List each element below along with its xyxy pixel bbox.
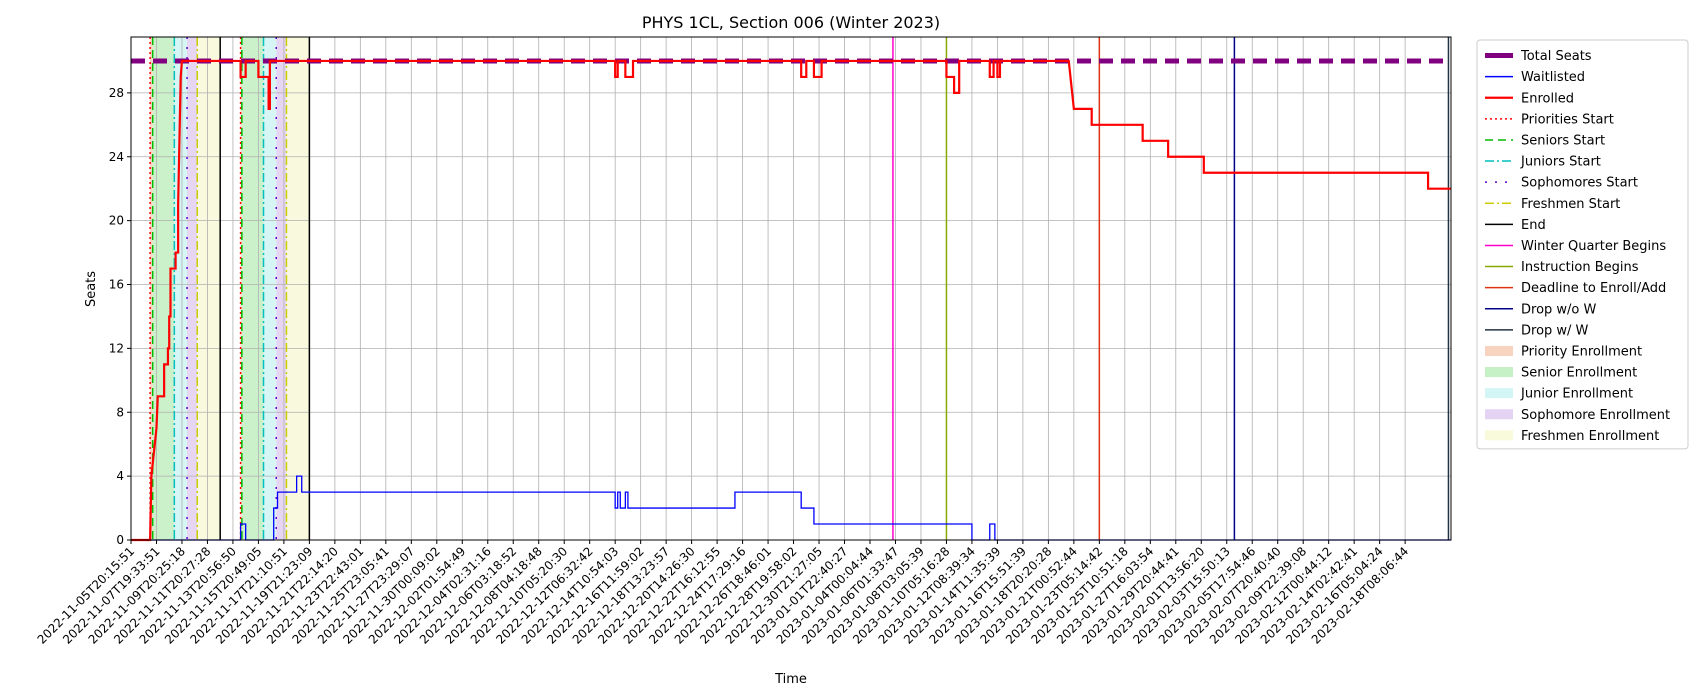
legend-swatch (1485, 345, 1513, 356)
span-3-0 (187, 37, 198, 540)
legend-label: Senior Enrollment (1521, 366, 1637, 381)
series-line-2 (131, 59, 1451, 542)
legend-entry: Instruction Begins (1485, 260, 1639, 275)
legend-label: Sophomores Start (1521, 176, 1638, 191)
y-tick-label: 8 (116, 405, 124, 419)
legend-swatch (1485, 430, 1513, 441)
legend-label: Waitlisted (1521, 70, 1585, 85)
chart-title: PHYS 1CL, Section 006 (Winter 2023) (642, 13, 940, 32)
x-axis-label: Time (774, 672, 807, 687)
legend-entry: Total Seats (1485, 49, 1592, 64)
legend-entry: Freshmen Enrollment (1485, 429, 1659, 444)
legend-entry: Freshmen Start (1485, 197, 1620, 212)
legend-entry: Deadline to Enroll/Add (1485, 281, 1666, 296)
legend-swatch (1485, 409, 1513, 420)
legend-entry: Sophomores Start (1485, 176, 1638, 191)
event-markers (149, 37, 1450, 540)
legend-label: Priority Enrollment (1521, 344, 1642, 359)
span-3-1 (276, 37, 287, 540)
legend-swatch (1485, 367, 1513, 378)
legend-box (1476, 39, 1689, 450)
legend: Total Seats Waitlisted Enrolled Priorities … (1476, 39, 1689, 450)
legend-entry: Drop w/ W (1485, 323, 1589, 338)
y-axis-label: Seats (84, 271, 99, 307)
x-axis-ticks: 2022-11-05T20:15:512022-11-07T19:33:5120… (35, 540, 1411, 647)
legend-entry: Junior Enrollment (1485, 387, 1633, 402)
legend-entry: Waitlisted (1485, 70, 1585, 85)
y-tick-label: 12 (109, 341, 124, 355)
legend-label: Freshmen Enrollment (1521, 429, 1659, 444)
legend-entry: Priorities Start (1485, 112, 1614, 127)
y-tick-label: 20 (109, 214, 124, 228)
legend-label: Winter Quarter Begins (1521, 239, 1666, 254)
y-tick-label: 0 (116, 533, 124, 547)
span-1-1 (241, 37, 264, 540)
span-4-0 (197, 37, 221, 540)
legend-label: Drop w/o W (1521, 302, 1597, 317)
legend-label: Enrolled (1521, 91, 1574, 106)
data-series (131, 58, 1451, 542)
y-tick-label: 16 (109, 278, 124, 292)
span-0-0 (150, 37, 153, 540)
legend-entry: Drop w/o W (1485, 302, 1597, 317)
legend-entry: Senior Enrollment (1485, 366, 1637, 381)
legend-label: Sophomore Enrollment (1521, 408, 1670, 423)
legend-entry: Juniors Start (1485, 155, 1601, 170)
legend-label: Freshmen Start (1521, 197, 1620, 212)
legend-label: End (1521, 218, 1546, 233)
legend-label: Seniors Start (1521, 133, 1605, 148)
legend-entry: Seniors Start (1485, 133, 1605, 148)
y-tick-label: 4 (116, 469, 124, 483)
legend-entry: Priority Enrollment (1485, 344, 1642, 359)
plot-frame (130, 36, 1452, 541)
series-line-1 (131, 475, 1451, 541)
y-tick-label: 28 (109, 86, 124, 100)
legend-label: Juniors Start (1520, 155, 1601, 170)
legend-label: Instruction Begins (1521, 260, 1639, 275)
y-tick-label: 24 (109, 150, 124, 164)
legend-entry: Sophomore Enrollment (1485, 408, 1670, 423)
legend-entry: End (1485, 218, 1546, 233)
legend-label: Junior Enrollment (1520, 387, 1633, 402)
legend-label: Deadline to Enroll/Add (1521, 281, 1666, 296)
legend-label: Priorities Start (1521, 112, 1614, 127)
legend-entry: Winter Quarter Begins (1485, 239, 1666, 254)
legend-label: Total Seats (1520, 49, 1592, 64)
span-4-1 (286, 37, 310, 540)
legend-entry: Enrolled (1485, 91, 1574, 106)
span-2-0 (174, 37, 188, 540)
y-axis-ticks: 0 4 8 12 16 20 24 28 (109, 86, 131, 547)
span-2-1 (263, 37, 277, 540)
enrollment-period-shading (150, 37, 310, 540)
legend-label: Drop w/ W (1521, 323, 1589, 338)
legend-swatch (1485, 388, 1513, 399)
grid-lines (130, 37, 1451, 541)
